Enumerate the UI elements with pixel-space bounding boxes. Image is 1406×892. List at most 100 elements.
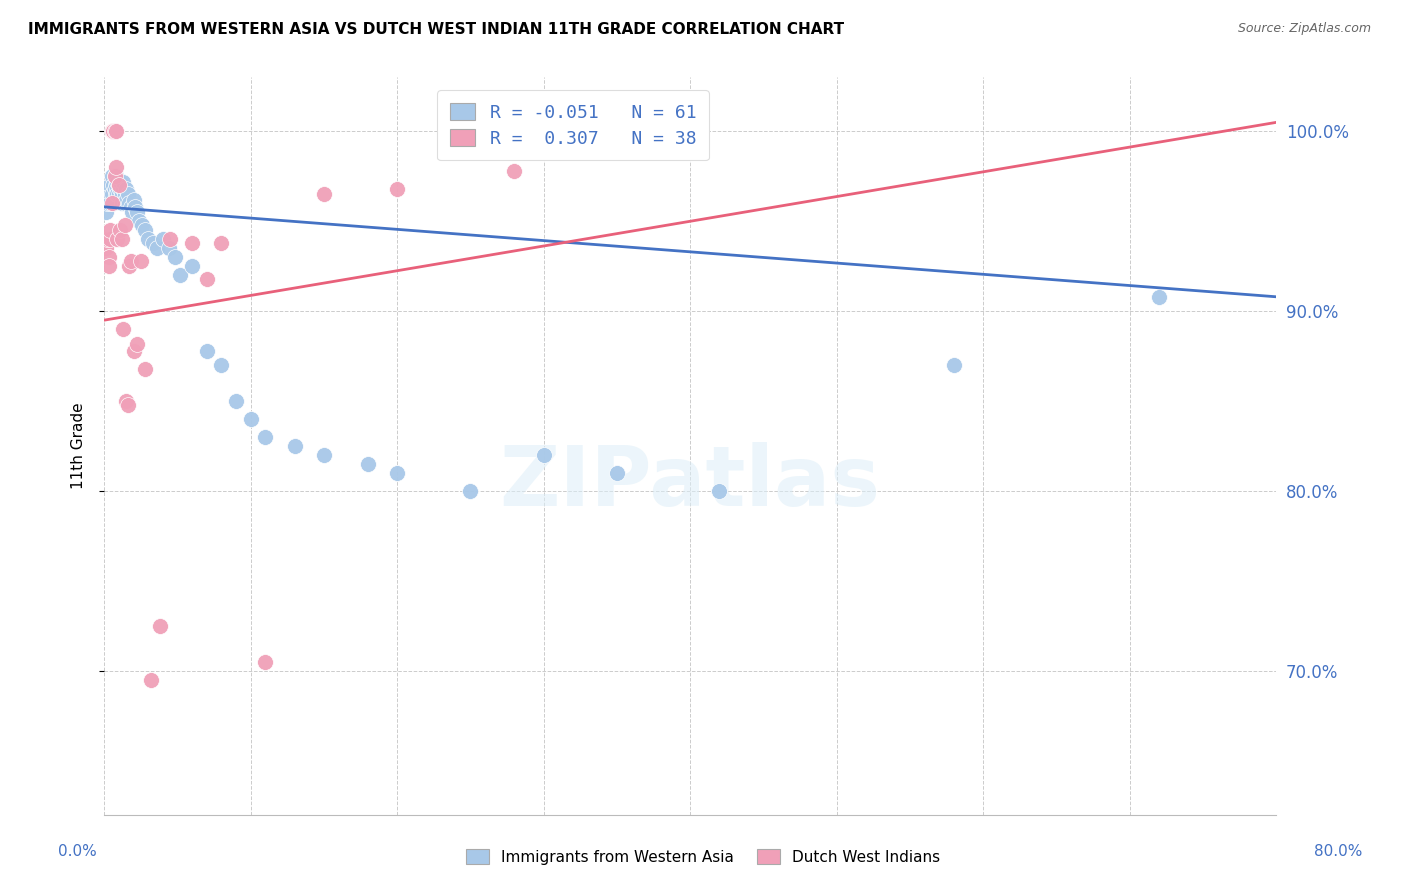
Point xyxy=(103,169,125,184)
Point xyxy=(131,218,153,232)
Point xyxy=(96,232,118,246)
Point xyxy=(114,196,136,211)
Text: IMMIGRANTS FROM WESTERN ASIA VS DUTCH WEST INDIAN 11TH GRADE CORRELATION CHART: IMMIGRANTS FROM WESTERN ASIA VS DUTCH WE… xyxy=(28,22,844,37)
Point xyxy=(101,196,124,211)
Point xyxy=(111,187,134,202)
Point xyxy=(108,178,131,193)
Point xyxy=(120,253,142,268)
Point xyxy=(115,182,138,196)
Text: 0.0%: 0.0% xyxy=(58,845,97,859)
Text: 80.0%: 80.0% xyxy=(1315,845,1362,859)
Point xyxy=(181,259,204,273)
Point xyxy=(114,218,136,232)
Point xyxy=(98,178,121,193)
Point xyxy=(105,169,128,184)
Point xyxy=(105,178,128,193)
Point xyxy=(134,223,156,237)
Point xyxy=(125,205,148,219)
Point xyxy=(115,394,138,409)
Point xyxy=(122,193,145,207)
Point xyxy=(169,268,191,283)
Point xyxy=(122,343,145,358)
Point xyxy=(157,241,180,255)
Point xyxy=(100,196,122,211)
Point xyxy=(97,250,120,264)
Point xyxy=(94,241,117,255)
Point xyxy=(111,196,134,211)
Point xyxy=(195,272,218,286)
Point xyxy=(146,241,169,255)
Point xyxy=(225,394,247,409)
Point xyxy=(134,361,156,376)
Point xyxy=(112,182,135,196)
Point xyxy=(159,232,181,246)
Text: ZIPatlas: ZIPatlas xyxy=(499,442,880,524)
Point xyxy=(129,253,152,268)
Point xyxy=(98,232,121,246)
Point xyxy=(96,196,118,211)
Legend: Immigrants from Western Asia, Dutch West Indians: Immigrants from Western Asia, Dutch West… xyxy=(460,843,946,871)
Point xyxy=(503,164,526,178)
Point xyxy=(110,182,132,196)
Y-axis label: 11th Grade: 11th Grade xyxy=(72,402,86,490)
Point xyxy=(128,214,150,228)
Point xyxy=(118,196,141,211)
Point xyxy=(107,232,129,246)
Point xyxy=(121,205,143,219)
Point xyxy=(94,205,117,219)
Point xyxy=(107,187,129,202)
Text: Source: ZipAtlas.com: Source: ZipAtlas.com xyxy=(1237,22,1371,36)
Point xyxy=(105,161,128,175)
Point xyxy=(387,182,409,196)
Point xyxy=(114,187,136,202)
Point xyxy=(111,232,134,246)
Point xyxy=(108,187,131,202)
Point xyxy=(107,175,129,189)
Point xyxy=(103,169,125,184)
Point xyxy=(117,398,139,412)
Point xyxy=(312,448,335,462)
Point xyxy=(101,124,124,138)
Point xyxy=(312,187,335,202)
Point xyxy=(195,343,218,358)
Point xyxy=(112,322,135,336)
Point xyxy=(98,223,121,237)
Point xyxy=(100,187,122,202)
Point xyxy=(163,250,186,264)
Point xyxy=(239,412,262,426)
Point xyxy=(125,336,148,351)
Point xyxy=(115,193,138,207)
Point xyxy=(103,182,125,196)
Point xyxy=(136,232,159,246)
Point xyxy=(105,124,128,138)
Point xyxy=(181,235,204,250)
Point xyxy=(1147,290,1170,304)
Point xyxy=(101,178,124,193)
Legend: R = -0.051   N = 61, R =  0.307   N = 38: R = -0.051 N = 61, R = 0.307 N = 38 xyxy=(437,90,709,161)
Point xyxy=(98,196,121,211)
Point xyxy=(117,187,139,202)
Point xyxy=(110,223,132,237)
Point xyxy=(112,175,135,189)
Point xyxy=(284,439,307,453)
Point xyxy=(100,169,122,184)
Point xyxy=(254,430,277,444)
Point xyxy=(110,175,132,189)
Point xyxy=(357,457,380,471)
Point xyxy=(105,187,128,202)
Point xyxy=(211,235,233,250)
Point xyxy=(152,232,174,246)
Point xyxy=(141,673,163,687)
Point xyxy=(942,358,965,372)
Point xyxy=(103,124,125,138)
Point xyxy=(142,235,165,250)
Point xyxy=(387,466,409,480)
Point xyxy=(101,124,124,138)
Point xyxy=(211,358,233,372)
Point xyxy=(709,483,731,498)
Point xyxy=(533,448,555,462)
Point xyxy=(254,655,277,669)
Point xyxy=(118,259,141,273)
Point xyxy=(97,259,120,273)
Point xyxy=(460,483,482,498)
